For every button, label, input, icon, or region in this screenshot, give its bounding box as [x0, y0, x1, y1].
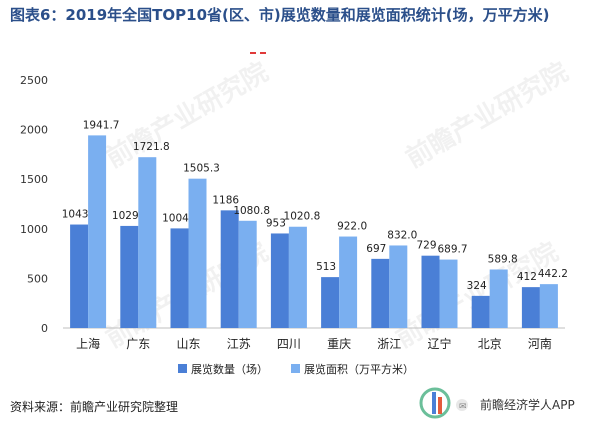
data-label-area: 922.0: [337, 221, 367, 233]
y-tick-label: 2000: [20, 124, 48, 137]
data-label-count: 1004: [162, 212, 189, 224]
x-tick-label: 浙江: [377, 337, 401, 351]
data-label-count: 1043: [62, 209, 89, 221]
bar-count: [371, 258, 390, 328]
data-label-count: 324: [467, 280, 487, 292]
x-tick-label: 北京: [478, 337, 502, 351]
bar-count: [270, 233, 289, 328]
legend-label: 展览面积（万平方米）: [304, 362, 414, 376]
data-label-count: 412: [517, 271, 537, 283]
bar-area: [389, 245, 408, 328]
brand: ✉ 前瞻经济学人APP: [418, 386, 588, 420]
bar-area: [188, 178, 207, 328]
y-tick-label: 0: [41, 322, 48, 335]
data-label-count: 953: [266, 217, 286, 229]
data-label-area: 1020.8: [284, 211, 321, 223]
x-tick-label: 广东: [126, 337, 150, 351]
legend-label: 展览数量（场）: [191, 362, 268, 376]
bar-count: [521, 287, 540, 328]
bar-count: [321, 277, 340, 328]
data-label-area: 832.0: [387, 229, 417, 241]
bar-count: [170, 228, 189, 328]
bar-area: [489, 269, 508, 328]
bar-area: [88, 135, 107, 328]
legend-swatch: [291, 364, 300, 373]
data-label-count: 1186: [212, 194, 239, 206]
data-label-count: 729: [416, 240, 436, 252]
svg-text:✉: ✉: [459, 402, 467, 412]
data-label-count: 1029: [112, 210, 139, 222]
x-tick-label: 重庆: [327, 337, 351, 351]
x-tick-label: 江苏: [227, 337, 251, 351]
bar-area: [439, 259, 458, 328]
x-tick-label: 山东: [176, 337, 200, 351]
bar-area: [539, 284, 558, 328]
bar-count: [421, 255, 440, 328]
data-label-area: 1080.8: [233, 205, 270, 217]
data-label-count: 513: [316, 261, 336, 273]
data-label-area: 589.8: [488, 253, 518, 265]
y-tick-label: 1500: [20, 173, 48, 186]
y-tick-label: 500: [27, 272, 48, 285]
data-label-area: 689.7: [437, 244, 467, 256]
legend-swatch: [178, 364, 187, 373]
chart-title: 图表6：2019年全国TOP10省(区、市)展览数量和展览面积统计(场，万平方米…: [10, 6, 550, 24]
title-underline-mark: [250, 52, 266, 56]
bar-count: [220, 210, 239, 328]
brand-logo-icon: ✉: [419, 387, 468, 419]
y-tick-label: 2500: [20, 74, 48, 87]
data-label-count: 697: [366, 243, 386, 255]
source-note: 资料来源：前瞻产业研究院整理: [10, 400, 179, 414]
x-tick-label: 河南: [528, 336, 552, 351]
bar-area: [138, 157, 157, 328]
bar-area: [238, 220, 257, 328]
bar-area: [339, 236, 358, 328]
bar-area: [288, 226, 307, 328]
bar-count: [70, 224, 89, 328]
y-tick-label: 1000: [20, 223, 48, 236]
data-label-area: 1941.7: [83, 119, 120, 131]
data-label-area: 442.2: [538, 268, 568, 280]
data-label-area: 1721.8: [133, 141, 170, 153]
bar-count: [471, 295, 490, 328]
x-tick-label: 四川: [277, 337, 301, 351]
x-tick-label: 辽宁: [427, 336, 451, 351]
x-tick-label: 上海: [76, 336, 100, 351]
data-label-area: 1505.3: [183, 163, 220, 175]
bar-count: [120, 225, 139, 328]
brand-name: 前瞻经济学人APP: [480, 398, 575, 412]
